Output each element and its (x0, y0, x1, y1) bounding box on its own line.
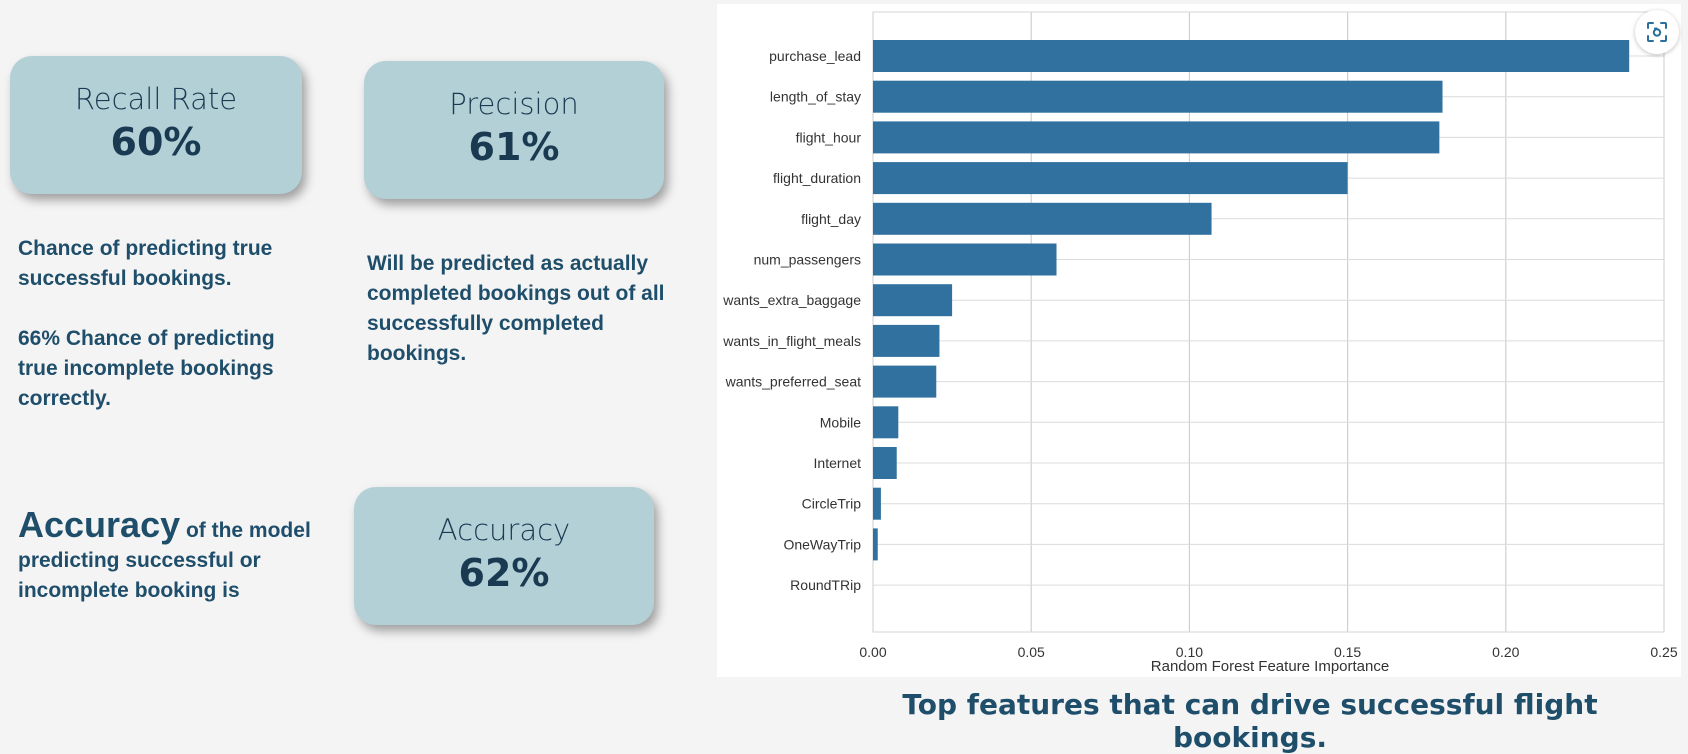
recall-desc-line1: Chance of predicting true successful boo… (18, 237, 273, 290)
bar-wants-preferred-seat (873, 365, 937, 398)
x-tick-label: 0.00 (859, 644, 886, 660)
chart-bars (873, 40, 1630, 561)
y-tick-label: wants_in_flight_meals (722, 333, 861, 349)
recall-description: Chance of predicting true successful boo… (18, 234, 308, 414)
precision-value: 61% (468, 125, 560, 169)
bar-onewaytrip (873, 528, 878, 561)
bar-wants-in-flight-meals (873, 324, 940, 357)
bar-internet (873, 447, 897, 479)
accuracy-label: Accuracy (437, 513, 571, 547)
recall-card: Recall Rate 60% (10, 56, 302, 194)
accuracy-description: Accuracy of the model predicting success… (18, 507, 318, 606)
chart-caption: Top features that can drive successful f… (902, 688, 1598, 754)
x-tick-label: 0.25 (1650, 644, 1677, 660)
y-tick-label: num_passengers (754, 252, 861, 268)
y-tick-label: length_of_stay (770, 89, 861, 105)
y-tick-label: CircleTrip (802, 496, 862, 512)
y-tick-label: flight_day (801, 211, 861, 227)
precision-desc-text: Will be predicted as actually completed … (367, 252, 665, 365)
bar-num-passengers (873, 243, 1057, 276)
accuracy-value: 62% (458, 551, 550, 595)
precision-description: Will be predicted as actually completed … (367, 249, 667, 369)
bar-flight-duration (873, 162, 1348, 195)
scan-expand-icon[interactable] (1635, 10, 1679, 54)
y-tick-label: Mobile (820, 414, 861, 430)
y-tick-label: flight_hour (796, 129, 862, 145)
feature-importance-chart: purchase_lead length_of_stay flight_hourfl… (722, 11, 1678, 675)
chart-y-labels: purchase_lead length_of_stay flight_hourfl… (722, 48, 861, 593)
y-tick-label: Internet (814, 455, 862, 471)
accuracy-desc-rest: of the model predicting successful or in… (18, 519, 311, 602)
scan-expand-glyph (1647, 22, 1667, 42)
x-tick-label: 0.05 (1018, 644, 1045, 660)
bar-flight-hour (873, 121, 1440, 154)
y-tick-label: RoundTRip (790, 577, 861, 593)
accuracy-card: Accuracy 62% (354, 487, 654, 625)
y-tick-label: purchase_lead (769, 48, 861, 64)
x-tick-label: 0.15 (1334, 644, 1361, 660)
recall-label: Recall Rate (74, 82, 238, 116)
precision-card: Precision 61% (364, 61, 664, 199)
bar-flight-day (873, 202, 1212, 235)
accuracy-desc-big: Accuracy (18, 504, 181, 545)
precision-label: Precision (449, 87, 579, 121)
plot-frame (872, 11, 1665, 633)
bar-wants-extra-baggage (873, 284, 953, 317)
y-tick-label: wants_preferred_seat (725, 374, 862, 390)
x-tick-label: 0.20 (1492, 644, 1519, 660)
x-tick-label: 0.10 (1176, 644, 1203, 660)
bar-circletrip (873, 487, 881, 520)
y-tick-label: wants_extra_baggage (722, 292, 861, 308)
bar-purchase-lead (873, 40, 1630, 72)
bar-mobile (873, 406, 899, 439)
y-tick-label: OneWayTrip (783, 536, 861, 552)
chart-x-label: Random Forest Feature Importance (1151, 658, 1389, 675)
y-tick-label: flight_duration (773, 170, 861, 186)
recall-value: 60% (110, 120, 202, 164)
bar-length-of-stay (873, 80, 1443, 113)
recall-desc-line2: 66% Chance of predicting true incomplete… (18, 327, 275, 410)
chart-x-ticks: 0.00 0.05 0.10 0.15 0.20 0.25 (859, 644, 1677, 660)
